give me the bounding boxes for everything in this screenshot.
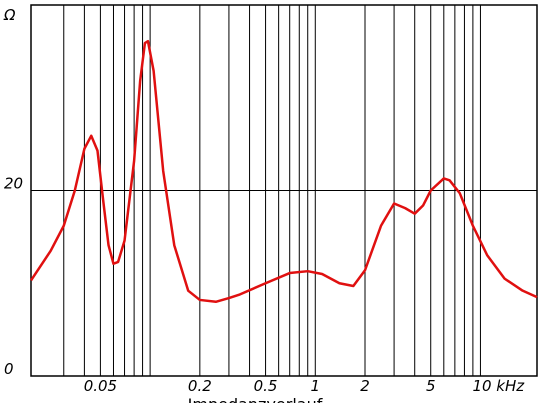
x-tick-label: 10 kHz: [472, 377, 525, 395]
y-axis-label: Ω: [3, 6, 16, 24]
x-tick-label: 0.05: [84, 377, 117, 395]
x-tick-label: 0.2: [188, 377, 212, 395]
x-tick-label: 1: [311, 377, 321, 395]
impedance-line: [29, 39, 538, 304]
x-tick-label: 0.5: [254, 377, 278, 395]
x-tick-label: 2: [360, 377, 370, 395]
chart-title: Impedanzverlauf: [188, 395, 323, 403]
x-tick-label: 5: [426, 377, 436, 395]
y-tick-label: 0: [4, 360, 14, 378]
y-tick-label: 20: [4, 175, 23, 193]
